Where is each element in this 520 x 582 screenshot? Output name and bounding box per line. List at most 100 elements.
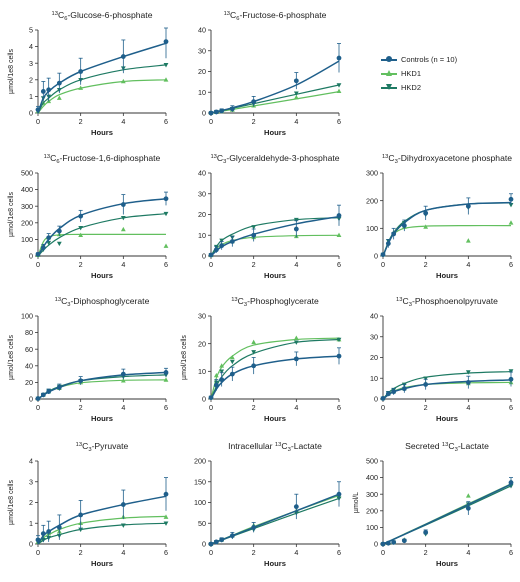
y-tick-label: 200 xyxy=(366,506,378,515)
data-point xyxy=(208,395,214,401)
title-element: C xyxy=(61,296,67,306)
title-name: -Diphosphoglycerate xyxy=(71,296,150,306)
data-point xyxy=(78,512,84,518)
data-point xyxy=(380,395,386,401)
legend-item-hkd2: HKD2 xyxy=(381,81,516,95)
y-tick-label: 0 xyxy=(29,540,33,549)
data-point xyxy=(229,533,235,539)
data-point xyxy=(56,95,62,100)
x-tick-label: 2 xyxy=(424,260,428,269)
data-point xyxy=(46,87,52,93)
x-tick-label: 2 xyxy=(252,117,256,126)
x-tick-label: 6 xyxy=(164,260,168,269)
data-point xyxy=(120,502,126,507)
x-tick-label: 2 xyxy=(79,117,83,126)
y-tick-label: 100 xyxy=(366,523,378,532)
title-count: 3 xyxy=(288,447,291,453)
y-tick-label: 0 xyxy=(374,395,378,404)
data-point xyxy=(465,370,471,375)
data-point xyxy=(120,216,126,221)
y-tick-label: 30 xyxy=(198,189,206,198)
y-tick-label: 3 xyxy=(29,477,33,486)
x-tick-label: 0 xyxy=(36,117,40,126)
data-point xyxy=(78,527,84,533)
data-point xyxy=(78,213,84,219)
chart-title: 13C3-Diphosphoglycerate xyxy=(55,296,150,308)
title-element: C xyxy=(448,441,454,451)
y-tick-label: 200 xyxy=(21,218,33,227)
data-point xyxy=(229,239,235,244)
x-tick-label: 0 xyxy=(209,117,213,126)
y-tick-label: 20 xyxy=(198,339,206,348)
x-tick-label: 4 xyxy=(294,548,298,557)
data-point xyxy=(120,54,126,59)
y-tick-label: 2 xyxy=(29,75,33,84)
y-tick-label: 20 xyxy=(25,378,33,387)
x-tick-label: 4 xyxy=(466,548,470,557)
x-tick-label: 6 xyxy=(509,548,513,557)
x-tick-label: 4 xyxy=(294,260,298,269)
title-name: -Pyruvate xyxy=(92,441,129,451)
chart-title: Secreted 13C3-Lactate xyxy=(405,441,489,453)
y-tick-label: 0 xyxy=(202,395,206,404)
data-point xyxy=(219,243,225,249)
x-axis-label: Hours xyxy=(91,128,113,137)
data-point xyxy=(213,247,219,253)
data-point xyxy=(163,77,169,82)
title-element: C xyxy=(230,10,236,20)
data-point xyxy=(78,378,84,384)
legend: Controls (n = 10) HKD1 HKD2 xyxy=(381,53,516,95)
y-axis-label: µmol/1e8 cells xyxy=(8,192,15,237)
data-point xyxy=(293,504,299,510)
legend-item-hkd1: HKD1 xyxy=(381,67,516,81)
series-fit-line xyxy=(210,60,340,114)
y-tick-label: 0 xyxy=(374,252,378,261)
data-point xyxy=(336,353,342,359)
title-prefix: Secreted xyxy=(405,441,442,451)
x-tick-label: 2 xyxy=(79,548,83,557)
data-point xyxy=(423,224,429,229)
y-tick-label: 1 xyxy=(29,92,33,101)
title-name: -Dihydroxyacetone phosphate xyxy=(398,153,512,163)
x-tick-label: 6 xyxy=(509,403,513,412)
title-isotope: 13 xyxy=(442,442,448,448)
data-point xyxy=(293,226,299,232)
data-point xyxy=(423,529,429,535)
data-point xyxy=(213,372,219,378)
data-point xyxy=(213,109,219,115)
data-point xyxy=(229,371,235,377)
data-point xyxy=(163,377,169,382)
data-point xyxy=(40,89,46,94)
legend-label-hkd1: HKD1 xyxy=(401,69,422,78)
data-point xyxy=(380,252,386,258)
title-isotope: 13 xyxy=(44,154,50,160)
y-tick-label: 40 xyxy=(370,312,378,321)
y-tick-label: 300 xyxy=(21,202,33,211)
circle-marker-icon xyxy=(386,56,392,62)
x-tick-label: 4 xyxy=(121,548,125,557)
series-fit-line xyxy=(382,483,512,545)
x-tick-label: 6 xyxy=(164,403,168,412)
data-point xyxy=(336,232,342,238)
x-tick-label: 6 xyxy=(164,548,168,557)
y-tick-label: 40 xyxy=(198,26,206,35)
y-tick-label: 20 xyxy=(198,210,206,219)
x-tick-label: 2 xyxy=(252,548,256,557)
chart-panel: 13C3-Dihydroxyacetone phosphate010020030… xyxy=(366,153,514,280)
x-tick-label: 2 xyxy=(252,403,256,412)
title-element: C xyxy=(238,296,244,306)
data-point xyxy=(163,370,169,375)
data-point xyxy=(213,539,219,545)
x-tick-label: 2 xyxy=(424,548,428,557)
x-axis-label: Hours xyxy=(91,559,113,568)
y-tick-label: 0 xyxy=(29,252,33,261)
x-axis-label: Hours xyxy=(264,559,286,568)
x-tick-label: 6 xyxy=(509,260,513,269)
x-tick-label: 0 xyxy=(381,260,385,269)
x-tick-label: 0 xyxy=(381,548,385,557)
data-point xyxy=(465,493,471,498)
data-point xyxy=(465,380,471,385)
